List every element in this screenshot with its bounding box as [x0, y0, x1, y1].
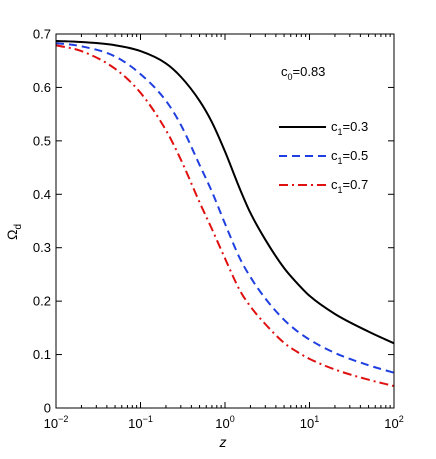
y-tick-label: 0.7	[33, 27, 51, 42]
legend-label-2: c1=0.5	[331, 148, 368, 166]
y-tick-label: 0.2	[33, 294, 51, 309]
y-tick-label: 0.6	[33, 80, 51, 95]
y-tick-label: 0	[44, 401, 51, 416]
y-tick-label: 0.3	[33, 240, 51, 255]
annotation-c0: c0=0.83	[281, 64, 325, 82]
legend-label-1: c1=0.3	[331, 119, 368, 137]
x-tick-label: 10−1	[128, 414, 153, 431]
legend-label-3: c1=0.7	[331, 177, 368, 195]
plot-frame	[55, 33, 395, 409]
y-tick-label: 0.1	[33, 347, 51, 362]
y-tick-label: 0.4	[33, 187, 51, 202]
y-tick-label: 0.5	[33, 133, 51, 148]
ticks-layer	[55, 33, 395, 409]
labels-layer: 10−2 10−1 100 101 102 0 0.1 0.2 0.3 0.4 0.5 0.6 0.7	[33, 27, 404, 432]
x-tick-label: 101	[300, 414, 319, 431]
y-axis-label: Ωd	[4, 224, 24, 240]
x-tick-label: 100	[215, 414, 234, 431]
series-line-2	[55, 42, 395, 374]
x-axis-label: z	[219, 434, 227, 450]
x-tick-label: 102	[384, 414, 403, 431]
series-layer	[55, 39, 395, 388]
x-tick-label: 10−2	[44, 414, 69, 431]
series-line-1	[55, 39, 395, 345]
series-line-3	[55, 44, 395, 388]
legend: c1=0.3 c1=0.5 c1=0.7	[279, 119, 368, 195]
